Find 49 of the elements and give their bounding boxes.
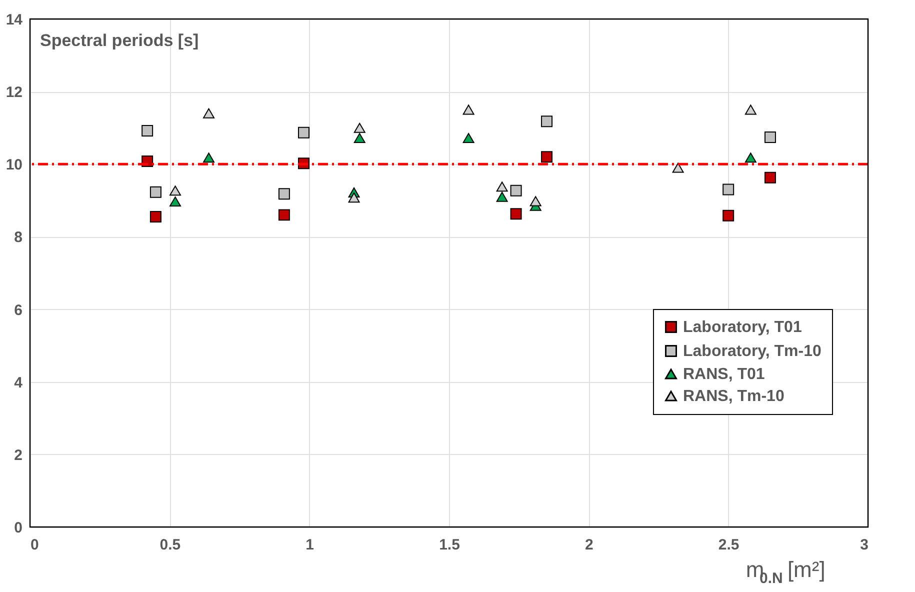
x-tick-label: 2 — [584, 536, 594, 554]
point — [170, 186, 181, 196]
y-tick-label: 10 — [6, 156, 22, 174]
x-tick-label: 2.5 — [718, 536, 740, 554]
point — [764, 172, 776, 184]
legend-label: RANS, T01 — [683, 366, 765, 383]
point — [530, 196, 542, 206]
legend-label: Laboratory, Tm-10 — [683, 343, 822, 360]
y-tick-label: 8 — [14, 229, 22, 246]
point — [496, 192, 508, 202]
y-tick-label: 2 — [14, 446, 22, 464]
point — [722, 210, 734, 222]
point — [150, 211, 162, 222]
point — [278, 209, 290, 221]
y-tick-label: 0 — [14, 520, 22, 536]
point — [278, 188, 290, 200]
x-tick-label: 3 — [860, 536, 868, 554]
point — [354, 122, 366, 133]
x-tick-label: 1.5 — [439, 536, 460, 554]
point — [170, 196, 181, 207]
point — [672, 162, 684, 173]
x-tick-label: 0.5 — [160, 536, 181, 554]
legend-label: Laboratory, T01 — [683, 319, 802, 336]
point — [203, 108, 215, 118]
y-tick-label: 12 — [6, 84, 22, 102]
point — [354, 132, 366, 144]
point — [150, 186, 162, 198]
point — [744, 152, 756, 163]
point — [348, 192, 360, 203]
point — [462, 132, 474, 144]
y-tick-label: 14 — [6, 12, 24, 28]
point — [510, 208, 522, 220]
point — [744, 104, 756, 115]
point — [298, 126, 310, 138]
y-tick-label: 4 — [14, 374, 24, 392]
x-tick-label: 1 — [306, 536, 314, 554]
x-tick-label: 0 — [30, 536, 39, 554]
point — [203, 152, 215, 163]
point — [142, 125, 154, 137]
point — [764, 132, 776, 144]
point — [541, 151, 553, 163]
point — [722, 184, 734, 196]
point — [496, 182, 508, 192]
point — [462, 104, 474, 115]
point — [510, 184, 522, 196]
point — [541, 116, 553, 128]
legend-label: RANS, Tm-10 — [683, 388, 784, 405]
y-tick-label: 6 — [14, 302, 22, 319]
y-axis-title: Spectral periods [s] — [40, 31, 199, 50]
